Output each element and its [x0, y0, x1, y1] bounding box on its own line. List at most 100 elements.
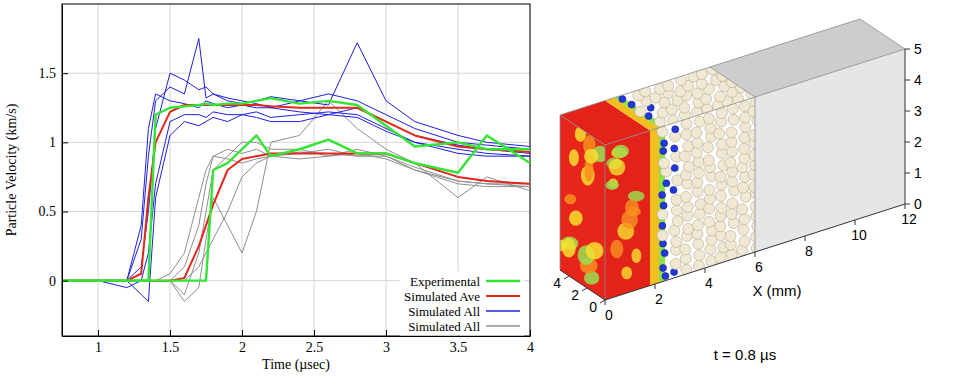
y-tick-mark	[62, 212, 68, 213]
y-tick: 0	[49, 274, 68, 289]
x-tick: 3	[383, 330, 390, 355]
y-axis-title: Particle Velocity (km/s)	[4, 103, 20, 236]
z-tick-label: 1	[914, 165, 922, 181]
x-tick-label: 3	[383, 340, 390, 355]
top-particles	[619, 64, 757, 127]
x-tick-label: 1.5	[162, 340, 180, 355]
legend-swatch	[486, 280, 520, 282]
legend-label: Simulated Ave	[404, 289, 480, 304]
caption: t = 0.8 µs	[714, 346, 776, 363]
particle	[716, 139, 727, 150]
particle	[715, 190, 726, 201]
y-tick: 1	[49, 135, 68, 150]
box-edge	[605, 145, 606, 300]
x-tick-mark	[314, 330, 315, 336]
particle	[726, 208, 737, 219]
grid-line-x	[98, 4, 99, 336]
fragment	[661, 140, 668, 147]
front-blotch	[609, 159, 626, 176]
fragment	[628, 101, 635, 108]
z-axis-line	[905, 49, 906, 204]
particle	[715, 91, 726, 102]
particle	[657, 209, 668, 220]
fragment	[661, 250, 668, 257]
front-blotch	[627, 207, 640, 217]
x-tick: 1.5	[162, 330, 180, 355]
x-tick-label: 4	[527, 340, 534, 355]
particle	[727, 198, 738, 209]
fragment	[671, 165, 678, 172]
front-blotch	[610, 240, 623, 258]
particle	[671, 236, 682, 247]
particle	[738, 224, 749, 235]
y-tick-label: 2	[571, 287, 579, 303]
y-tick-mark	[564, 276, 569, 279]
x-tick-mark	[530, 330, 531, 336]
particle	[672, 216, 683, 227]
x-axis-line	[63, 336, 531, 337]
fragment	[672, 126, 679, 133]
particle	[692, 177, 703, 188]
grid-line-x	[242, 4, 243, 336]
box-edge	[560, 115, 561, 270]
legend: ExperimentalSimulated AveSimulated AllSi…	[400, 272, 524, 336]
y-tick-label: 0.5	[39, 204, 57, 219]
grid-line-y	[62, 211, 530, 212]
x-tick-mark	[655, 284, 656, 289]
series-line	[62, 94, 530, 281]
fragment	[659, 192, 666, 199]
x-tick-label: 2	[655, 291, 663, 307]
fragment	[660, 264, 667, 271]
z-tick-label: 3	[914, 103, 922, 119]
end-face-pattern	[553, 126, 608, 285]
x-tick: 2.5	[306, 330, 324, 355]
y-axis: 0 0.5 1 1.5	[39, 5, 69, 337]
z-tick-mark	[905, 49, 910, 50]
line-chart: 11.522.533.5400.511.5Particle Velocity (…	[4, 4, 534, 373]
series-line	[62, 39, 530, 281]
series-line	[62, 98, 530, 281]
z-tick-mark	[905, 80, 910, 81]
fragment	[659, 222, 666, 229]
y-tick-label: 1	[49, 135, 56, 150]
particle	[702, 142, 713, 153]
z-tick-label: 0	[914, 196, 922, 212]
particle	[681, 129, 692, 140]
particle	[726, 77, 737, 88]
series-line	[62, 105, 530, 281]
x-tick-label: 1	[95, 340, 102, 355]
fragment	[663, 180, 670, 187]
x-tick-mark	[242, 330, 243, 336]
particle	[739, 143, 750, 154]
particle	[749, 130, 760, 141]
particle	[670, 258, 681, 269]
y-tick: 1.5	[39, 66, 69, 81]
series-lines	[62, 39, 530, 302]
particle	[752, 221, 763, 232]
grid	[62, 4, 530, 336]
particle	[671, 205, 682, 216]
reacted-front	[650, 128, 659, 286]
end-face	[560, 115, 605, 300]
x-tick-label: 6	[755, 259, 763, 275]
particle	[635, 106, 646, 117]
axes-3d: 024681012024012345	[553, 41, 922, 323]
bed-front	[656, 97, 755, 284]
x-tick-mark	[805, 236, 806, 241]
x-tick-label: 0	[605, 307, 613, 323]
x-tick-label: 4	[705, 275, 713, 291]
x-tick-mark	[386, 330, 387, 336]
particle	[714, 128, 725, 139]
particle	[716, 202, 727, 213]
legend-label: Simulated All	[408, 304, 480, 319]
y-tick-label: 0	[49, 274, 56, 289]
x-tick-label: 2	[239, 340, 246, 355]
particle	[691, 147, 702, 158]
x-axis-title: Time (µsec)	[262, 357, 330, 373]
series-line	[62, 43, 530, 281]
y-tick-label: 1.5	[39, 66, 57, 81]
particle	[683, 161, 694, 172]
end-face-blotch	[564, 194, 576, 204]
x-axis-line	[605, 204, 905, 300]
particle	[703, 155, 714, 166]
